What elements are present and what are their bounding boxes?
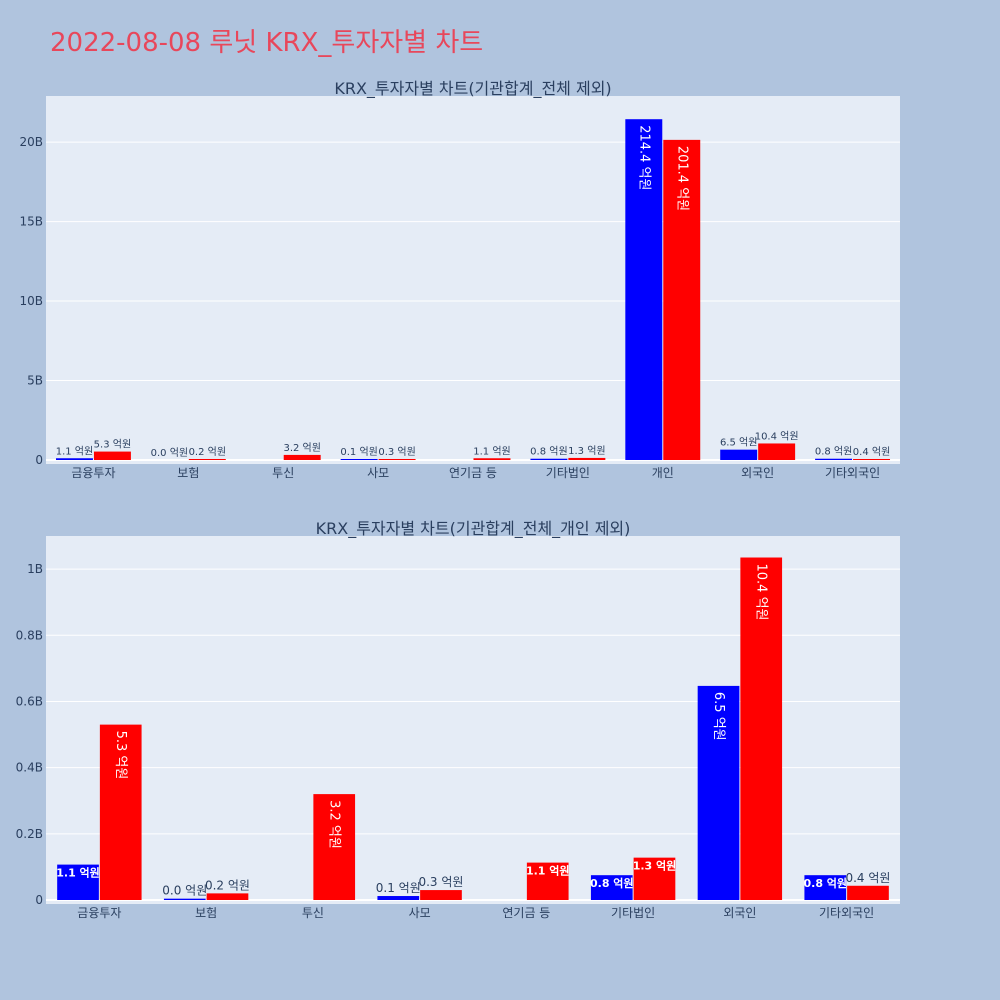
y-tick-label: 0.4B xyxy=(16,761,43,775)
y-tick-label: 0.6B xyxy=(16,694,43,708)
chart-panel-1: 0 5B 10B 15B 20B KRX_투자자별 차트(기관합계_전체 제외) 금융투자 1… xyxy=(19,79,900,480)
x-tick-label: 투신 xyxy=(302,906,324,920)
bar xyxy=(758,443,796,460)
data-label: 6.5 억원 xyxy=(711,692,726,741)
data-label: 0.8 억원 xyxy=(530,446,567,458)
bar xyxy=(340,459,378,460)
bar xyxy=(720,449,758,460)
subplot-title: KRX_투자자별 차트(기관합계_전체 제외) xyxy=(334,79,611,99)
x-tick-label: 투신 xyxy=(272,466,294,480)
bar xyxy=(625,119,663,461)
data-label: 3.2 억원 xyxy=(327,800,342,849)
data-label: 0.8 억원 xyxy=(590,876,634,890)
y-tick-label: 5B xyxy=(27,374,43,388)
y-tick-label: 15B xyxy=(19,215,43,229)
data-label: 1.1 억원 xyxy=(56,866,100,880)
data-label: 0.4 억원 xyxy=(845,871,890,885)
bar xyxy=(57,864,99,900)
y-tick-label: 0.8B xyxy=(16,628,43,642)
chart-panel-2: 0 0.2B 0.4B 0.6B 0.8B 1B KRX_투자자별 차트(기관합계_전체_개… xyxy=(16,519,900,920)
bar xyxy=(847,885,889,900)
x-tick-label: 금융투자 xyxy=(71,466,115,480)
x-tick-label: 금융투자 xyxy=(77,906,121,920)
bar xyxy=(663,139,701,461)
data-label: 1.1 억원 xyxy=(56,445,93,457)
bar xyxy=(378,459,416,460)
bar xyxy=(740,557,783,900)
y-tick-label: 10B xyxy=(19,294,43,308)
data-label: 5.3 억원 xyxy=(94,439,131,451)
x-tick-label: 개인 xyxy=(652,466,674,480)
subplot-title: KRX_투자자별 차트(기관합계_전체_개인 제외) xyxy=(316,519,631,539)
x-tick-label: 사모 xyxy=(367,466,389,480)
x-tick-label: 보험 xyxy=(195,906,217,920)
x-tick-label: 기타법인 xyxy=(611,906,655,920)
bar xyxy=(420,890,462,900)
page-title: 2022-08-08 루닛 KRX_투자자별 차트 xyxy=(50,28,484,58)
y-tick-label: 20B xyxy=(19,135,43,149)
bar xyxy=(568,457,606,460)
data-label: 0.3 억원 xyxy=(418,875,463,889)
data-label: 201.4 억원 xyxy=(674,146,689,211)
x-tick-label: 연기금 등 xyxy=(502,906,550,920)
bar xyxy=(590,875,633,900)
data-label: 0.4 억원 xyxy=(853,446,890,458)
data-label: 5.3 억원 xyxy=(113,731,128,780)
bar xyxy=(697,685,740,900)
bar xyxy=(815,458,853,460)
data-label: 1.3 억원 xyxy=(568,445,605,457)
x-tick-label: 외국인 xyxy=(723,906,756,920)
data-label: 10.4 억원 xyxy=(755,430,799,442)
data-label: 1.1 억원 xyxy=(473,445,510,457)
bar xyxy=(188,459,226,460)
data-label: 1.1 억원 xyxy=(526,864,570,878)
bar xyxy=(804,875,847,900)
bar xyxy=(313,794,356,900)
data-label: 214.4 억원 xyxy=(636,125,651,190)
x-tick-label: 연기금 등 xyxy=(449,466,497,480)
bar xyxy=(377,896,420,900)
bar xyxy=(283,454,321,460)
y-tick-label: 1B xyxy=(27,562,43,576)
data-label: 6.5 억원 xyxy=(720,437,757,449)
plot-area xyxy=(46,96,900,464)
data-label: 0.8 억원 xyxy=(815,446,852,458)
data-label: 0.2 억원 xyxy=(189,446,226,458)
data-label: 1.3 억원 xyxy=(633,859,677,873)
x-tick-label: 사모 xyxy=(409,906,431,920)
bar xyxy=(473,458,511,460)
y-tick-label: 0 xyxy=(35,893,43,907)
data-label: 0.0 억원 xyxy=(162,884,207,898)
data-label: 0.0 억원 xyxy=(151,447,188,459)
x-tick-label: 기타외국인 xyxy=(825,466,880,480)
bar xyxy=(206,893,249,900)
data-label: 0.1 억원 xyxy=(340,446,377,458)
x-tick-label: 외국인 xyxy=(741,466,774,480)
y-tick-label: 0 xyxy=(35,453,43,467)
x-tick-label: 기타법인 xyxy=(546,466,590,480)
data-label: 0.1 억원 xyxy=(376,881,421,895)
bar xyxy=(526,862,569,900)
bar xyxy=(93,451,131,460)
data-label: 3.2 억원 xyxy=(283,442,320,454)
bar xyxy=(633,857,676,900)
x-tick-label: 기타외국인 xyxy=(819,906,874,920)
data-label: 0.3 억원 xyxy=(378,446,415,458)
y-tick-label: 0.2B xyxy=(16,827,43,841)
data-label: 10.4 억원 xyxy=(754,564,769,621)
bar xyxy=(853,459,891,460)
data-label: 0.2 억원 xyxy=(205,878,250,892)
bar xyxy=(530,458,568,460)
x-tick-label: 보험 xyxy=(177,466,199,480)
bar xyxy=(55,458,93,460)
bar xyxy=(163,898,206,900)
data-label: 0.8 억원 xyxy=(803,876,847,890)
bar xyxy=(99,724,142,900)
